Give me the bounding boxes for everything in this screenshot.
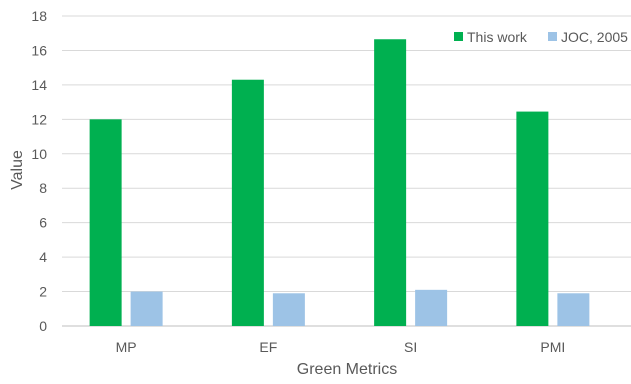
y-tick-label: 10 [31,146,47,162]
bar-pmi-series-1 [516,111,549,326]
legend-swatch [548,32,557,41]
x-tick-label: MP [116,339,137,355]
y-tick-label: 14 [31,77,47,93]
bar-pmi-series-2 [557,293,590,326]
y-tick-label: 0 [39,318,47,334]
bar-mp-series-1 [89,119,122,326]
y-tick-label: 8 [39,180,47,196]
y-tick-label: 6 [39,215,47,231]
y-tick-label: 4 [39,249,47,265]
bar-mp-series-2 [130,291,163,326]
bar-ef-series-1 [231,79,264,326]
legend-swatch [454,32,463,41]
legend-label: This work [467,29,528,45]
legend-label: JOC, 2005 [561,29,628,45]
x-tick-label: PMI [540,339,565,355]
x-axis-title: Green Metrics [297,361,397,378]
x-tick-label: EF [259,339,277,355]
y-tick-label: 12 [31,111,47,127]
y-tick-label: 2 [39,284,47,300]
y-axis-title: Value [9,150,26,190]
legend: This work JOC, 2005 [454,29,628,45]
y-tick-label: 18 [31,8,47,24]
y-tick-label: 16 [31,42,47,58]
bar-si-series-2 [415,289,448,326]
bar-si-series-1 [374,39,407,326]
x-tick-label: SI [404,339,417,355]
bar-ef-series-2 [272,293,305,326]
